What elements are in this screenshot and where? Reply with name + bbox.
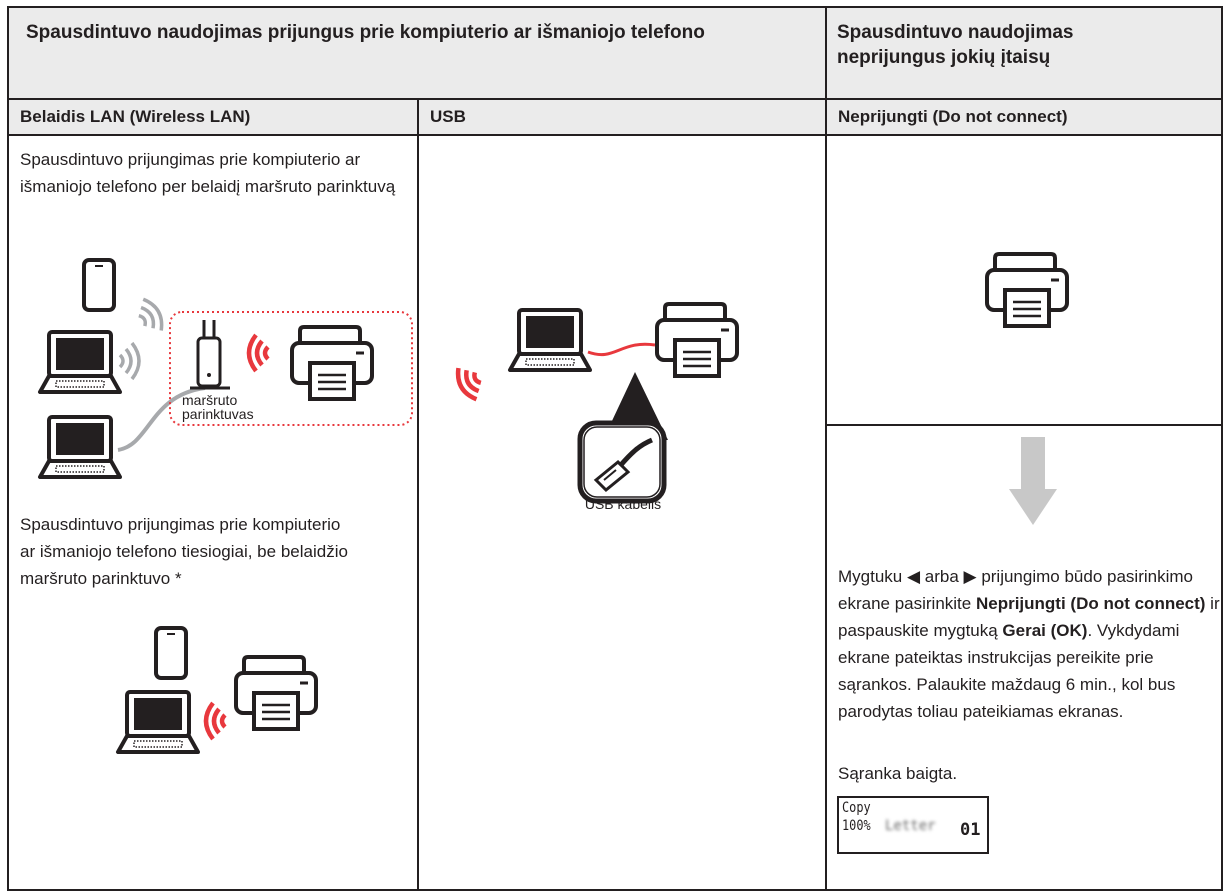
screen-line: Copy [842,800,871,816]
border [7,6,9,891]
screen-zoom: 100% [842,818,871,834]
text: Mygtuku ◀ arba ▶ prijungimo būdo pasirin… [838,567,1193,613]
header-title: Spausdintuvo naudojimas neprijungus joki… [837,22,1074,68]
column-title: USB [430,107,466,126]
border [8,98,1222,100]
description: Spausdintuvo prijungimas prie kompiuteri… [20,150,396,196]
header-title: Spausdintuvo naudojimas prijungus prie k… [26,22,705,43]
router-label: maršruto parinktuvas [182,392,254,422]
text: . Vykdydami ekrane pateiktas instrukcija… [838,621,1180,721]
cable-label: USB kabelis [584,496,662,512]
description: Spausdintuvo prijungimas prie kompiuteri… [20,515,348,588]
instruction: Mygtuku ◀ arba ▶ prijungimo būdo pasirin… [838,563,1222,725]
border [1221,6,1223,891]
border [417,99,419,890]
text: ir paspauskite mygtuką [838,594,1220,640]
column-title: Belaidis LAN (Wireless LAN) [20,107,251,126]
text: Neprijungti (Do not connect) [975,594,1206,613]
column-title: Neprijungti (Do not connect) [838,107,1068,126]
border [826,424,1222,426]
border [825,7,827,890]
border [7,889,1223,891]
screen-paper: Letter [885,818,936,834]
screen-copies: 01 [960,820,981,840]
header-bg [8,7,1222,99]
border [7,6,1223,8]
border [8,134,1222,136]
done-text: Sąranka baigta. [838,764,958,783]
text: Gerai (OK) [1002,621,1088,640]
subheader-bg [8,99,1222,135]
